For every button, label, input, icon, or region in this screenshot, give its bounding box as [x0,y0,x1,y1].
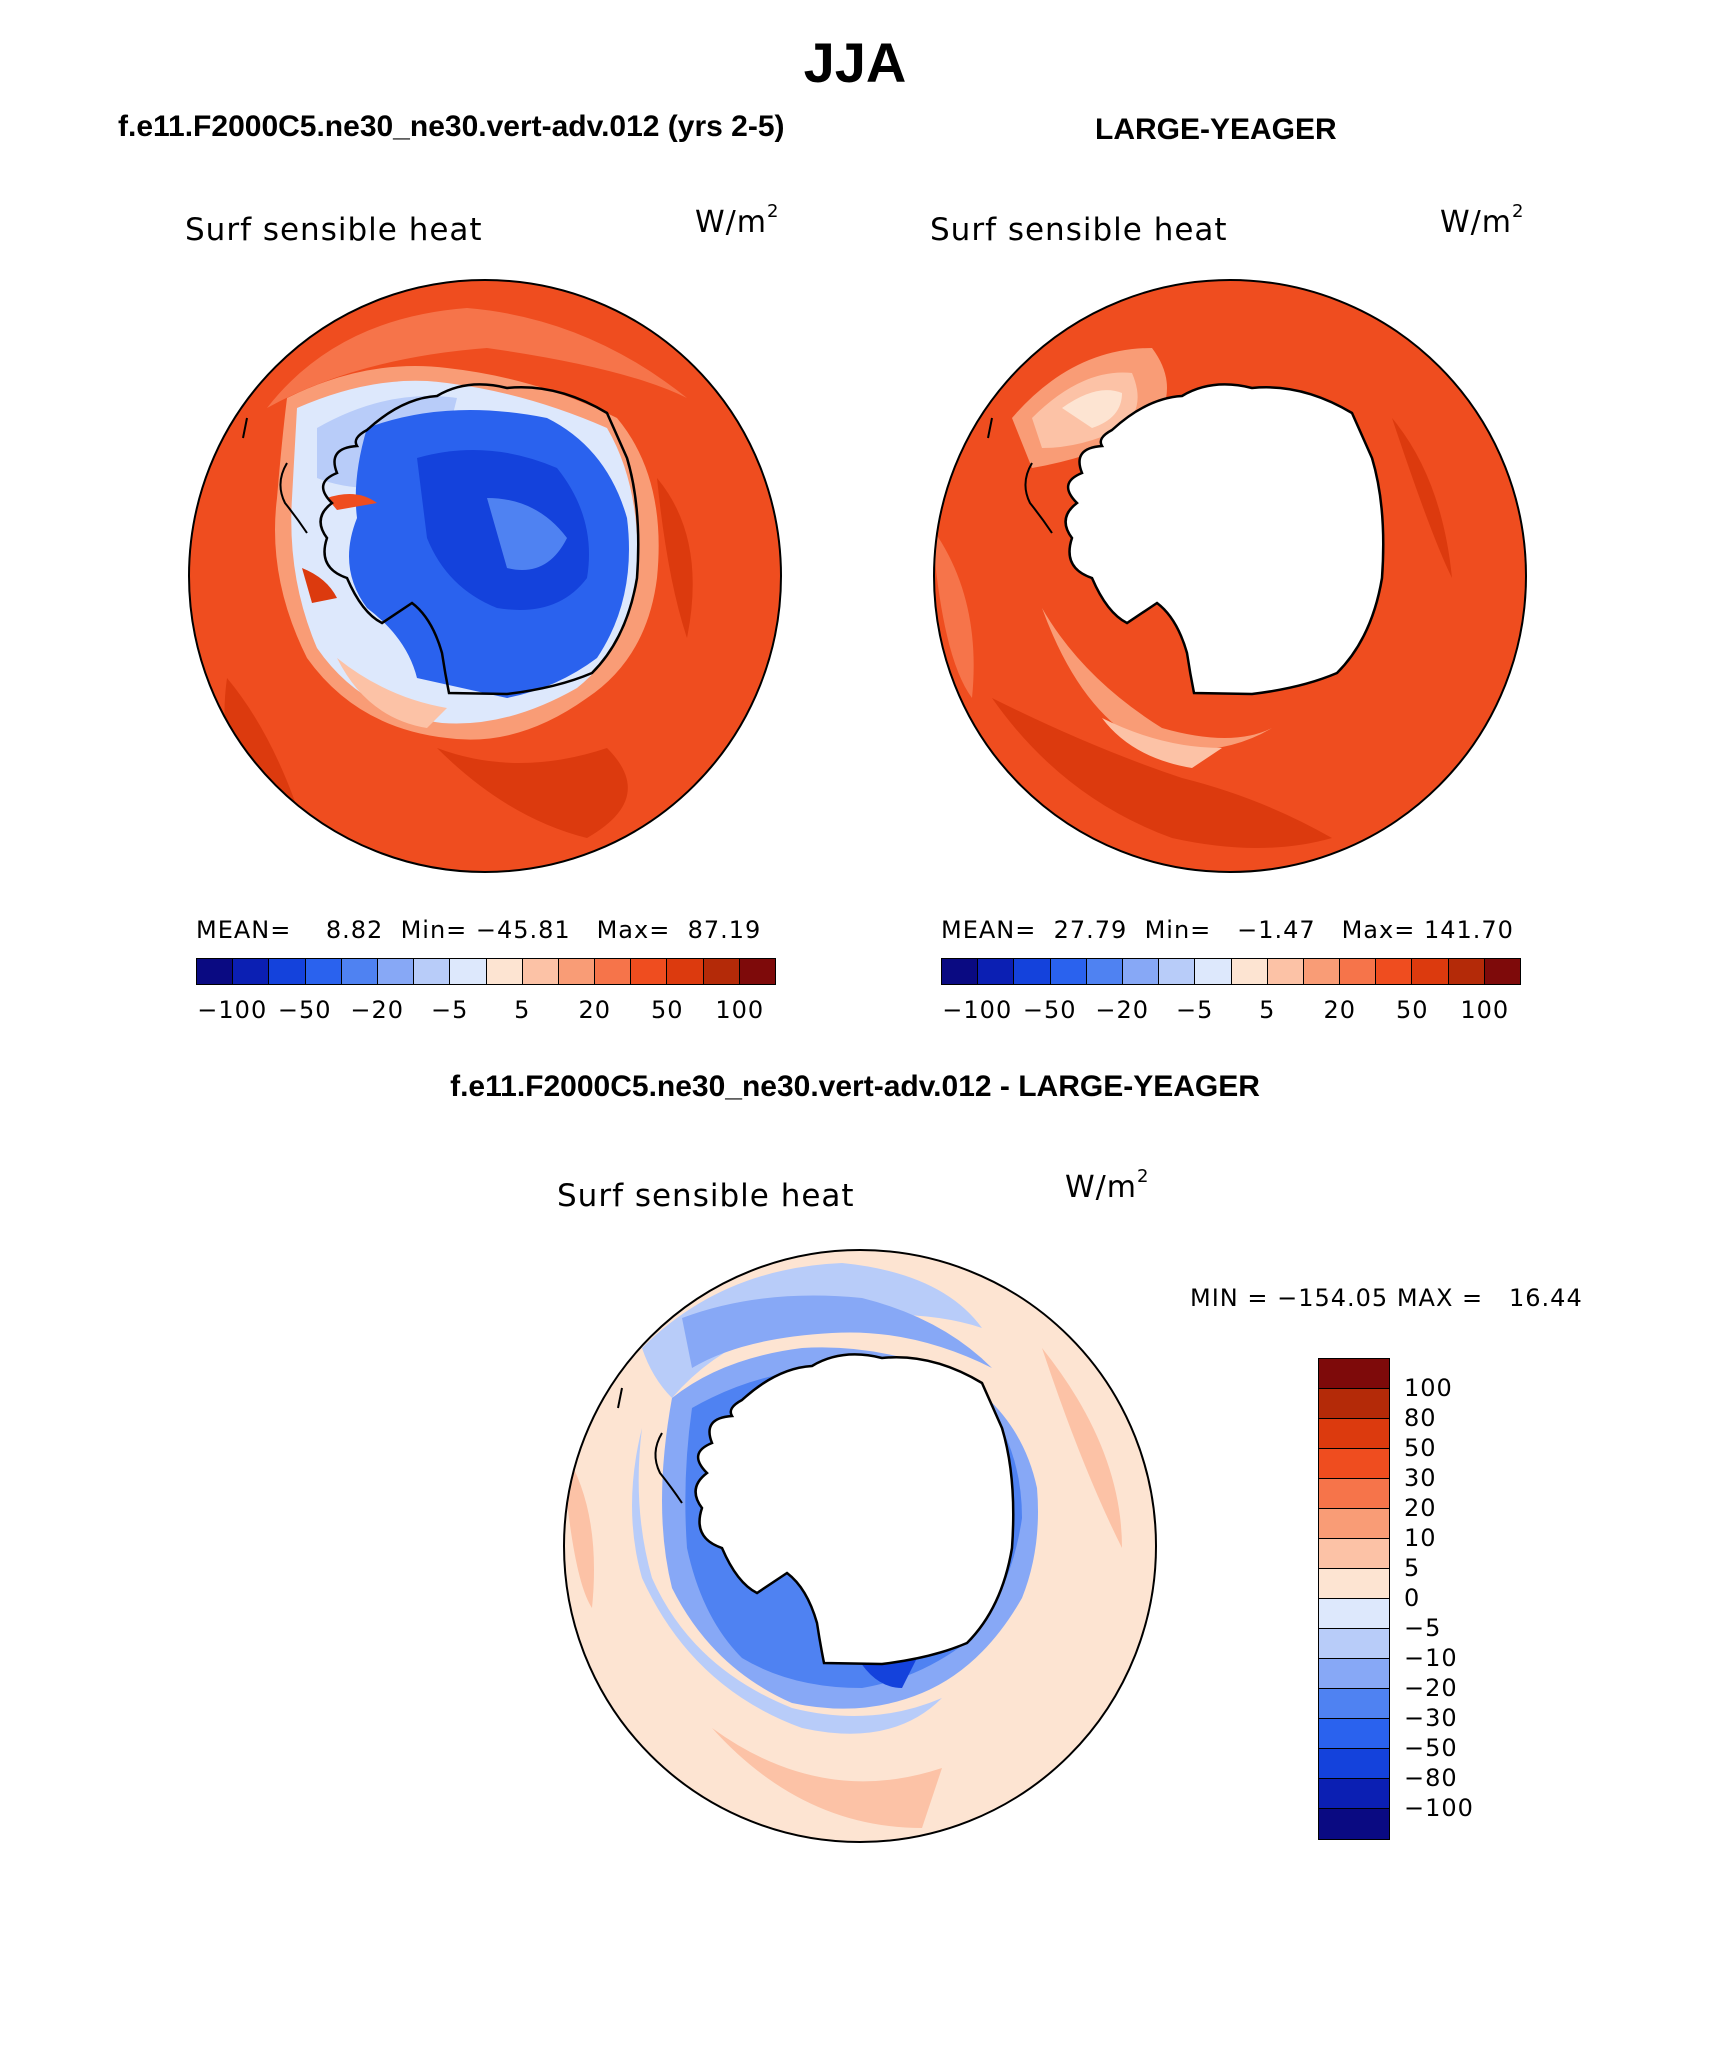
colorbar-swatch [1319,1629,1389,1659]
colorbar-swatch [631,959,668,984]
colorbar-tick-label: −20 [350,996,405,1024]
panel-title-obs: LARGE-YEAGER [1095,113,1337,146]
colorbar-tick-label: 10 [1404,1524,1437,1552]
colorbar-tick-label: 50 [650,996,684,1024]
colorbar-swatch [1319,1779,1389,1809]
colorbar-tick-label: −10 [1404,1644,1458,1672]
colorbar-swatch [1319,1389,1389,1419]
colorbar-swatch [233,959,270,984]
colorbar-tick-label: 50 [1395,996,1429,1024]
colorbar-swatch [942,959,979,984]
colorbar-tick-label: −100 [197,996,268,1024]
colorbar-swatch [1267,959,1304,984]
colorbar-difference [1318,1358,1390,1840]
units-label-obs: W/m2 [1440,201,1525,240]
colorbar-tick-label: 30 [1404,1464,1437,1492]
polar-map-model [188,279,782,873]
colorbar-swatch [1319,1689,1389,1719]
colorbar-tick-label: −100 [1404,1794,1474,1822]
colorbar-swatch [1319,1539,1389,1569]
colorbar-swatch [667,959,704,984]
colorbar-swatch [1050,959,1087,984]
colorbar-swatch [1340,959,1377,984]
colorbar-swatch [305,959,342,984]
units-label-model: W/m2 [695,201,780,240]
colorbar-swatch [1319,1599,1389,1629]
colorbar-swatch [1014,959,1051,984]
colorbar-swatch [450,959,487,984]
colorbar-swatch [1484,959,1520,984]
polar-map-difference [563,1249,1157,1843]
colorbar-swatch [486,959,523,984]
colorbar-tick-label: −5 [1176,996,1214,1024]
colorbar-tick-label: 20 [1323,996,1357,1024]
colorbar-swatch [1319,1719,1389,1749]
colorbar-swatch [1319,1419,1389,1449]
units-label-difference: W/m2 [1065,1166,1150,1205]
colorbar-tick-label: 5 [1259,996,1276,1024]
colorbar-swatch [978,959,1015,984]
variable-label-difference: Surf sensible heat [557,1178,855,1214]
colorbar-tick-label: 50 [1404,1434,1437,1462]
stats-difference: MIN = −154.05 MAX = 16.44 [1190,1284,1583,1312]
colorbar-swatch [1319,1359,1389,1389]
colorbar-swatch [1448,959,1485,984]
colorbar-tick-label: 100 [715,996,765,1024]
colorbar-tick-label: −50 [277,996,332,1024]
main-title: JJA [803,31,907,94]
colorbar-swatch [269,959,306,984]
colorbar-tick-label: 20 [1404,1494,1437,1522]
colorbar-swatch [414,959,451,984]
colorbar-tick-label: 5 [1404,1554,1421,1582]
colorbar-swatch [1231,959,1268,984]
colorbar-swatch [1303,959,1341,984]
colorbar-tick-label: −80 [1404,1764,1458,1792]
colorbar-tick-label: 80 [1404,1404,1437,1432]
colorbar-swatch [1319,1449,1389,1479]
colorbar-tick-label: 100 [1404,1374,1453,1402]
colorbar-swatch [1319,1749,1389,1779]
colorbar-model [196,958,776,985]
colorbar-swatch [1412,959,1449,984]
colorbar-swatch [1319,1509,1389,1539]
colorbar-swatch [703,959,740,984]
colorbar-swatch [1319,1809,1389,1839]
colorbar-swatch [341,959,378,984]
colorbar-swatch [197,959,234,984]
colorbar-swatch [1319,1569,1389,1599]
panel-title-model: f.e11.F2000C5.ne30_ne30.vert-adv.012 (yr… [118,110,785,143]
colorbar-swatch [522,959,559,984]
stats-obs: MEAN= 27.79 Min= −1.47 Max= 141.70 [941,916,1514,944]
colorbar-swatch [739,959,775,984]
colorbar-swatch [1086,959,1123,984]
colorbar-swatch [1376,959,1413,984]
variable-label-obs: Surf sensible heat [930,212,1228,248]
colorbar-swatch [595,959,632,984]
variable-label-model: Surf sensible heat [185,212,483,248]
colorbar-tick-label: 0 [1404,1584,1421,1612]
colorbar-tick-label: 5 [514,996,531,1024]
colorbar-tick-label: −100 [942,996,1013,1024]
colorbar-swatch [1319,1659,1389,1689]
colorbar-swatch [1122,959,1160,984]
colorbar-swatch [1159,959,1196,984]
colorbar-tick-label: 100 [1460,996,1510,1024]
panel-title-difference: f.e11.F2000C5.ne30_ne30.vert-adv.012 - L… [450,1070,1260,1103]
colorbar-tick-label: −30 [1404,1704,1458,1732]
stats-model: MEAN= 8.82 Min= −45.81 Max= 87.19 [196,916,762,944]
colorbar-tick-label: −20 [1095,996,1150,1024]
colorbar-tick-label: −50 [1404,1734,1458,1762]
colorbar-tick-label: −50 [1022,996,1077,1024]
colorbar-obs [941,958,1521,985]
colorbar-swatch [558,959,596,984]
colorbar-swatch [1195,959,1232,984]
colorbar-tick-label: 20 [578,996,612,1024]
colorbar-tick-label: −5 [1404,1614,1442,1642]
colorbar-tick-label: −5 [431,996,469,1024]
colorbar-swatch [1319,1479,1389,1509]
polar-map-obs [933,279,1527,873]
colorbar-tick-label: −20 [1404,1674,1458,1702]
colorbar-swatch [377,959,415,984]
